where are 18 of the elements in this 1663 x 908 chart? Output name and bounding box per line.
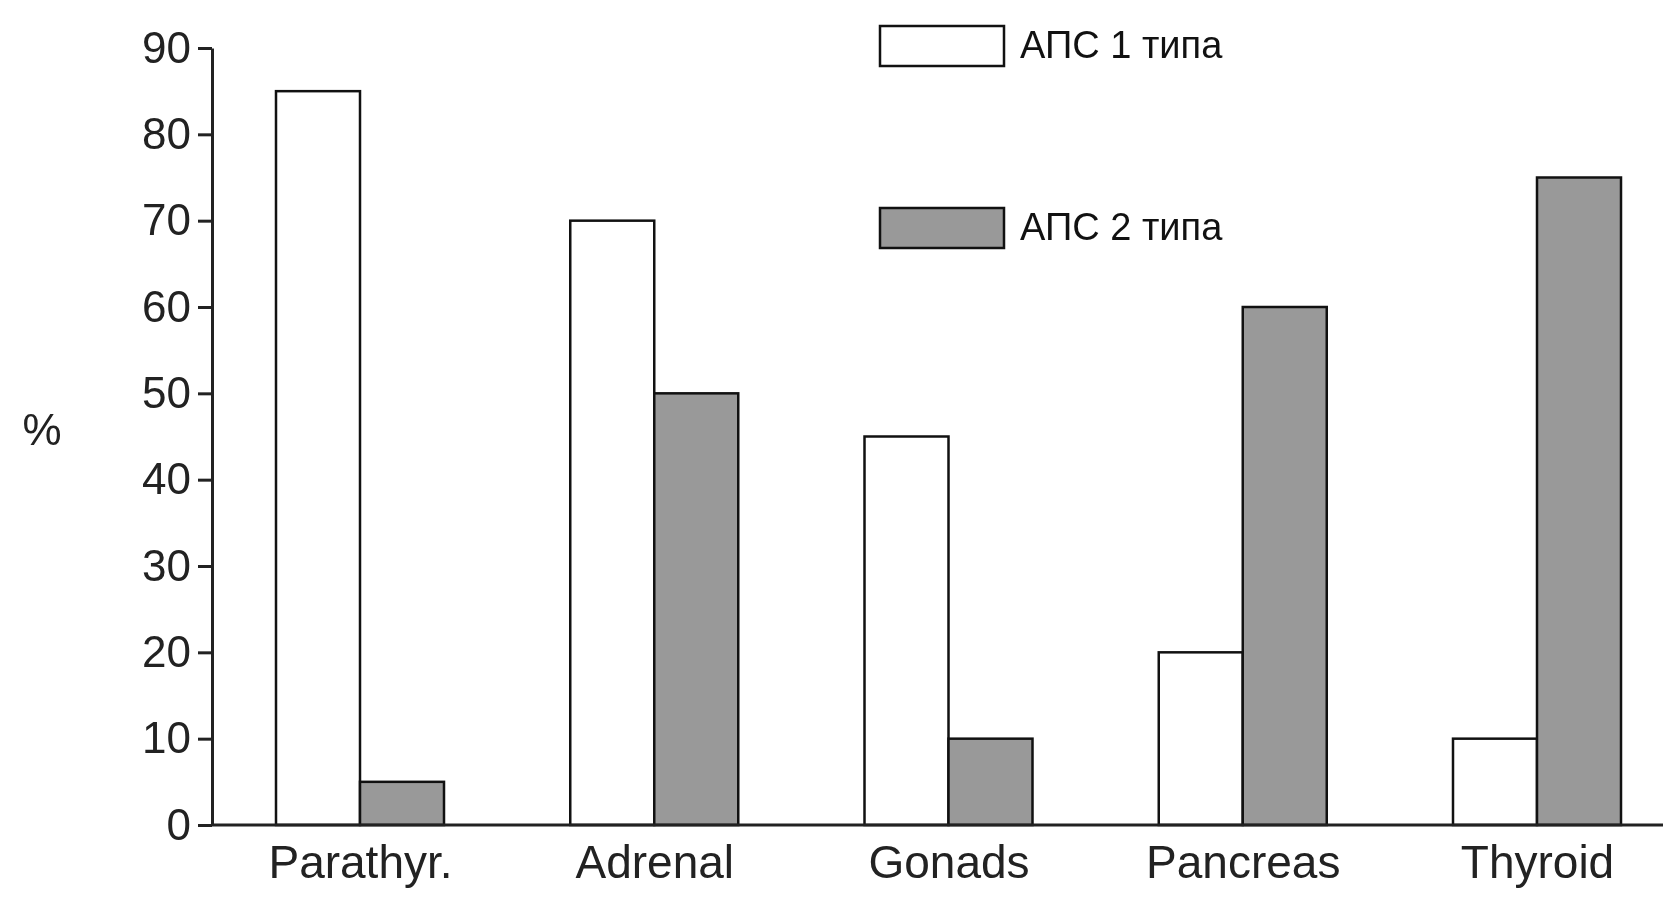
y-axis-title: % <box>22 405 62 454</box>
legend-label: АПС 2 типа <box>1020 206 1224 248</box>
y-tick-label: 0 <box>166 799 191 849</box>
y-tick-label: 50 <box>142 367 191 417</box>
x-tick-label: Adrenal <box>575 836 735 889</box>
x-tick-label: Pancreas <box>1146 836 1341 889</box>
y-tick-label: 40 <box>142 454 191 504</box>
y-tick-label: 70 <box>142 195 191 245</box>
x-tick-label: Parathyr. <box>268 836 453 889</box>
x-tick-label: Gonads <box>868 836 1030 889</box>
x-tick-label: Thyroid <box>1460 836 1615 889</box>
y-tick-label: 90 <box>142 22 191 72</box>
y-tick-label: 80 <box>142 108 191 158</box>
y-tick-label: 20 <box>142 626 191 676</box>
y-tick-label: 60 <box>142 281 191 331</box>
y-tick-label: 30 <box>142 540 191 590</box>
legend-label: АПС 1 типа <box>1020 24 1224 66</box>
y-tick-label: 10 <box>142 713 191 763</box>
